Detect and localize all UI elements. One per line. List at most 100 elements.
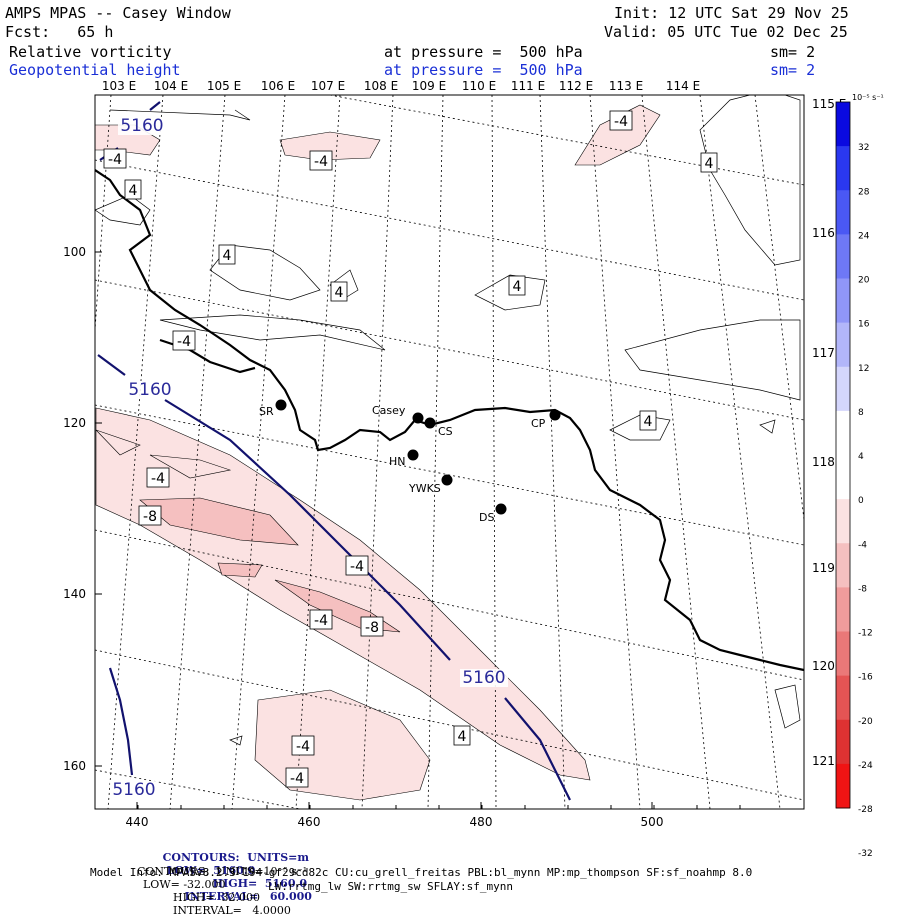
field1-level: at pressure = 500 hPa bbox=[384, 43, 583, 61]
colorbar-swatch bbox=[836, 366, 850, 412]
vorticity-label: 4 bbox=[330, 281, 348, 302]
colorbar-swatch bbox=[836, 102, 850, 147]
x-axis-tick-label: 500 bbox=[641, 815, 664, 829]
station-marker bbox=[412, 412, 424, 424]
colorbar-tick-label: 8 bbox=[858, 408, 864, 418]
colorbar-tick-label: -24 bbox=[858, 761, 873, 771]
vorticity-label: -4 bbox=[309, 150, 333, 171]
vorticity-label-text: 4 bbox=[644, 414, 653, 430]
station-marker bbox=[549, 409, 561, 421]
vorticity-label: -4 bbox=[291, 735, 315, 756]
height-label-text: 5160 bbox=[128, 380, 171, 400]
top-lon-label: 109 E bbox=[412, 79, 446, 93]
field2-name: Geopotential height bbox=[9, 61, 181, 79]
vorticity-label-text: -4 bbox=[350, 559, 364, 575]
height-label-text: 5160 bbox=[462, 668, 505, 688]
top-lon-label: 108 E bbox=[364, 79, 398, 93]
colorbar-tick-label: -4 bbox=[858, 540, 867, 550]
vorticity-label-text: 4 bbox=[223, 248, 232, 264]
colorbar-tick-label: -20 bbox=[858, 717, 873, 727]
y-axis-tick-label: 100 bbox=[63, 245, 86, 259]
vorticity-label: -4 bbox=[146, 467, 170, 488]
colorbar-tick-label: -32 bbox=[858, 849, 873, 859]
field2-sm: sm= 2 bbox=[770, 61, 816, 79]
colorbar-swatch bbox=[836, 543, 850, 588]
colorbar-unit: 10⁻⁵ s⁻¹ bbox=[852, 93, 884, 102]
height-label-text: 5160 bbox=[112, 780, 155, 800]
vorticity-contour-high: HIGH= 32.000 bbox=[173, 891, 261, 904]
vorticity-label: -4 bbox=[309, 609, 333, 630]
height-label-text: 5160 bbox=[120, 116, 163, 136]
colorbar-tick-label: 28 bbox=[858, 187, 870, 197]
vorticity-label: 4 bbox=[218, 244, 236, 265]
station-cs: CS bbox=[424, 417, 453, 438]
vorticity-label-text: -4 bbox=[151, 471, 165, 487]
vorticity-label-text: -8 bbox=[365, 620, 379, 636]
height-label: 5160 bbox=[118, 116, 166, 136]
top-lon-label: 113 E bbox=[609, 79, 643, 93]
vorticity-label: -4 bbox=[345, 555, 369, 576]
colorbar-tick-label: -16 bbox=[858, 673, 873, 683]
station-hn: HN bbox=[389, 449, 419, 468]
vorticity-label-text: 4 bbox=[458, 729, 467, 745]
colorbar-swatch bbox=[836, 675, 850, 721]
colorbar-swatch bbox=[836, 499, 850, 544]
vorticity-label-text: -4 bbox=[108, 152, 122, 168]
y-axis-tick-label: 140 bbox=[63, 587, 86, 601]
station-label: CP bbox=[531, 417, 546, 430]
top-lon-label: 111 E bbox=[511, 79, 545, 93]
forecast-hour: Fcst: 65 h bbox=[5, 23, 114, 41]
colorbar-swatch bbox=[836, 278, 850, 324]
valid-time: Valid: 05 UTC Tue 02 Dec 25 bbox=[604, 23, 848, 41]
vorticity-label: -4 bbox=[285, 767, 309, 788]
vorticity-contours bbox=[95, 95, 801, 746]
vorticity-label: -8 bbox=[138, 505, 162, 526]
vorticity-label: -4 bbox=[103, 148, 127, 169]
colorbar-swatch bbox=[836, 719, 850, 765]
vorticity-label: 4 bbox=[124, 179, 142, 200]
station-label: Casey bbox=[372, 404, 406, 417]
top-lon-label: 114 E bbox=[666, 79, 700, 93]
model-info-physics: LW:rrtmg_lw SW:rrtmg_sw SFLAY:sf_mynn bbox=[268, 880, 514, 893]
colorbar-tick-label: 16 bbox=[858, 320, 870, 330]
top-lon-label: 103 E bbox=[102, 79, 136, 93]
x-axis-tick-label: 460 bbox=[298, 815, 321, 829]
vorticity-label: -8 bbox=[360, 616, 384, 637]
station-marker bbox=[441, 474, 453, 486]
height-contour-low: LOW= 5160.0 bbox=[166, 864, 256, 877]
init-time: Init: 12 UTC Sat 29 Nov 25 bbox=[614, 4, 849, 22]
station-label: YWKS bbox=[408, 482, 441, 495]
coastline bbox=[95, 169, 804, 672]
colorbar: 32 28 24 20 16 12 8 4 0 -4 -8 -12 -16 -20 -24 -28 -32 10⁻… bbox=[835, 93, 884, 859]
colorbar-tick-label: -28 bbox=[858, 805, 873, 815]
colorbar-tick-label: 12 bbox=[858, 364, 869, 374]
top-lon-label: 104 E bbox=[154, 79, 188, 93]
station-casey: Casey bbox=[372, 404, 424, 424]
colorbar-tick-label: -8 bbox=[858, 584, 867, 594]
vorticity-label-text: -4 bbox=[296, 739, 310, 755]
vorticity-label-text: 4 bbox=[513, 279, 522, 295]
top-lon-label: 112 E bbox=[559, 79, 593, 93]
vorticity-label-text: 4 bbox=[705, 156, 714, 172]
top-lon-label: 105 E bbox=[207, 79, 241, 93]
vorticity-contour-low: LOW= -32.000 bbox=[143, 878, 226, 891]
station-cp: CP bbox=[531, 409, 561, 430]
y-axis-tick-label: 160 bbox=[63, 759, 86, 773]
colorbar-tick-label: 20 bbox=[858, 276, 870, 286]
station-marker bbox=[275, 399, 287, 411]
plot-frame bbox=[94, 94, 805, 810]
height-label: 5160 bbox=[460, 668, 508, 688]
vorticity-shading bbox=[95, 104, 661, 801]
station-label: CS bbox=[438, 425, 453, 438]
colorbar-frame bbox=[835, 101, 851, 809]
vorticity-contour-units: CONTOURS: UNITS=10⁻⁵ s⁻¹ bbox=[137, 865, 308, 878]
colorbar-swatch bbox=[836, 455, 850, 500]
field2-level: at pressure = 500 hPa bbox=[384, 61, 583, 79]
stations: SR Casey CS CP HN YWKS DS bbox=[259, 399, 561, 524]
field1-name: Relative vorticity bbox=[9, 43, 172, 61]
station-ds: DS bbox=[479, 503, 507, 524]
vorticity-label-text: 4 bbox=[335, 285, 344, 301]
top-lon-label: 107 E bbox=[311, 79, 345, 93]
vorticity-label-text: -4 bbox=[314, 154, 328, 170]
